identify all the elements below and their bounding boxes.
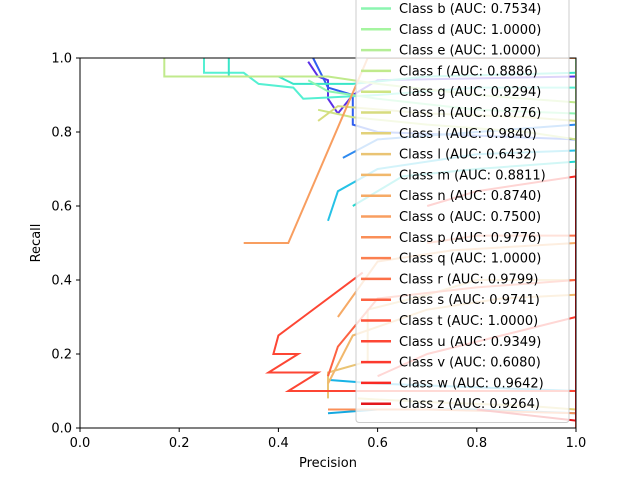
legend-entry-label: Class o (AUC: 0.7500) (399, 210, 541, 225)
legend-entry-label: Class g (AUC: 0.9294) (399, 85, 541, 100)
legend-entry-label: Class w (AUC: 0.9642) (399, 376, 544, 391)
x-tick-label: 0.4 (268, 436, 289, 451)
x-tick-label: 0.2 (169, 436, 190, 451)
legend-box (355, 0, 570, 423)
x-tick-label: 1.0 (566, 436, 587, 451)
legend-entry-label: Class l (AUC: 0.6432) (399, 148, 537, 163)
legend-entry-label: Class h (AUC: 0.8776) (399, 106, 541, 121)
legend: Class b (AUC: 0.7534) Class d (AUC: 1.000… (355, 0, 570, 423)
legend-entry-label: Class n (AUC: 0.8740) (399, 189, 541, 204)
y-tick-label: 0.6 (51, 200, 72, 215)
y-tick-label: 1.0 (51, 52, 72, 67)
legend-entry-label: Class v (AUC: 0.6080) (399, 356, 541, 371)
y-axis-ticks: 0.0 0.2 0.4 0.6 0.8 1.0 (51, 52, 80, 437)
legend-entry-label: Class s (AUC: 0.9741) (399, 293, 540, 308)
y-tick-label: 0.0 (51, 422, 72, 437)
legend-entry-label: Class t (AUC: 1.0000) (399, 314, 538, 329)
pr-curve-o (243, 58, 576, 244)
x-tick-label: 0.0 (70, 436, 91, 451)
y-tick-label: 0.4 (51, 274, 72, 289)
x-axis-label: Precision (299, 456, 357, 471)
legend-entry-label: Class p (AUC: 0.9776) (399, 231, 541, 246)
x-tick-label: 0.6 (367, 436, 388, 451)
x-tick-label: 0.8 (466, 436, 487, 451)
legend-entry-label: Class f (AUC: 0.8886) (399, 64, 538, 79)
legend-entry-label: Class e (AUC: 1.0000) (399, 44, 541, 59)
legend-entry-label: Class i (AUC: 0.9840) (399, 127, 537, 142)
legend-entry-label: Class d (AUC: 1.0000) (399, 23, 541, 38)
y-tick-label: 0.8 (51, 126, 72, 141)
legend-entry-label: Class r (AUC: 0.9799) (399, 272, 538, 287)
legend-entry-label: Class z (AUC: 0.9264) (399, 397, 540, 412)
pr-curve-u (265, 271, 576, 392)
x-axis-ticks: 0.0 0.2 0.4 0.6 0.8 1.0 (70, 428, 587, 451)
legend-entry-label: Class q (AUC: 1.0000) (399, 252, 541, 267)
y-tick-label: 0.2 (51, 348, 72, 363)
y-axis-label: Recall (29, 224, 44, 263)
plot-frame (79, 57, 577, 429)
legend-entry-label: Class b (AUC: 0.7534) (399, 2, 541, 17)
legend-entry-label: Class u (AUC: 0.9349) (399, 335, 541, 350)
legend-entry-label: Class m (AUC: 0.8811) (399, 168, 546, 183)
